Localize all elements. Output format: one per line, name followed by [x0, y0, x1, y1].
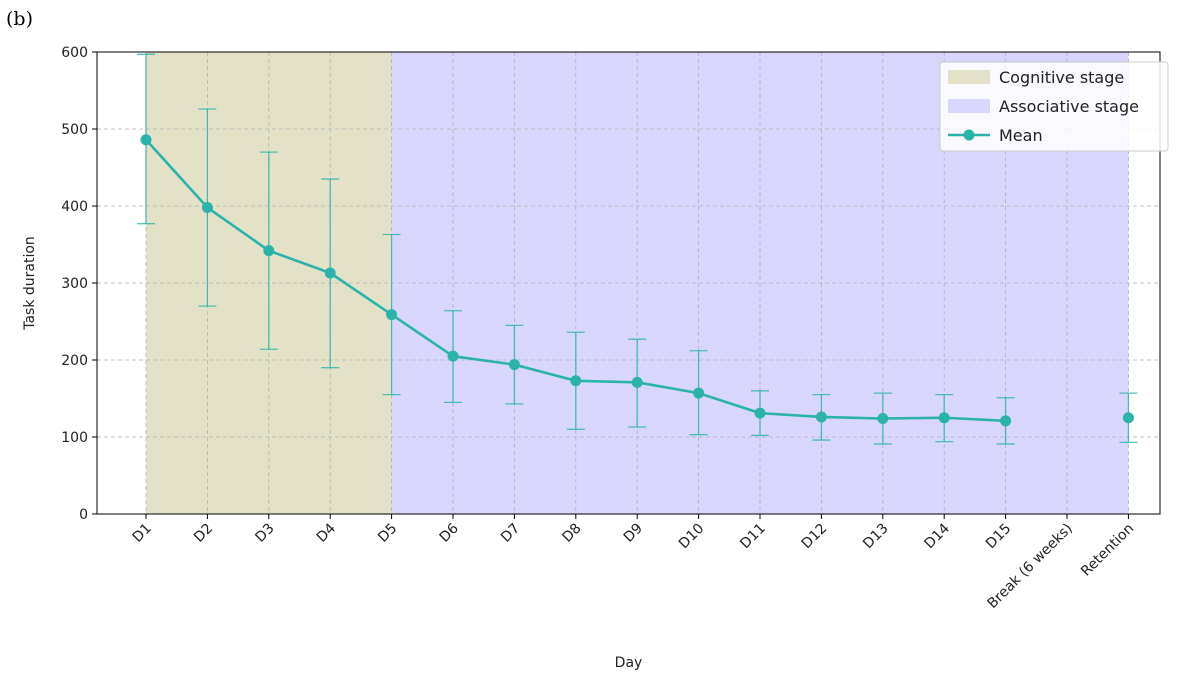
x-tick-label: D8: [559, 521, 584, 546]
x-tick-label: D13: [860, 521, 892, 553]
mean-point: [754, 407, 766, 419]
mean-point: [877, 413, 889, 425]
mean-point: [693, 387, 705, 399]
x-tick-label: D15: [983, 521, 1015, 553]
legend-box: [939, 61, 1169, 152]
y-tick-label: 300: [61, 276, 88, 292]
mean-point: [386, 309, 398, 321]
y-tick-label: 200: [61, 353, 88, 369]
x-tick-label: D10: [676, 521, 708, 553]
x-tick-label: Retention: [1078, 521, 1137, 580]
mean-point: [140, 134, 152, 146]
legend-item-cognitive-stage-label: Cognitive stage: [999, 68, 1124, 87]
x-tick-label: D12: [799, 521, 831, 553]
x-tick-label: D1: [130, 521, 155, 546]
mean-point: [570, 375, 582, 387]
x-tick-label: D7: [498, 521, 523, 546]
x-tick-label: D5: [375, 521, 400, 546]
mean-point: [938, 412, 950, 424]
y-tick-label: 400: [61, 199, 88, 215]
x-tick-label: D2: [191, 521, 216, 546]
x-tick-label: D4: [314, 520, 339, 545]
legend-item-cognitive-stage-swatch: [948, 70, 990, 84]
y-axis-label: Task duration: [22, 236, 38, 331]
y-tick-label: 0: [79, 507, 88, 523]
x-tick-label: D9: [621, 521, 646, 546]
mean-point: [631, 376, 643, 388]
mean-point: [201, 202, 213, 214]
x-axis-label: Day: [615, 655, 643, 671]
mean-point: [815, 411, 827, 423]
mean-point: [263, 245, 275, 257]
mean-point: [1000, 415, 1012, 427]
y-tick-label: 600: [61, 45, 88, 61]
mean-point: [324, 267, 336, 279]
x-tick-label: D3: [252, 521, 277, 546]
x-tick-label: D6: [437, 520, 462, 545]
legend-item-associative-stage-label: Associative stage: [999, 97, 1139, 116]
y-tick-label: 500: [61, 122, 88, 138]
legend-item-mean-label: Mean: [999, 126, 1043, 145]
y-tick-label: 100: [61, 430, 88, 446]
legend-item-associative-stage-swatch: [948, 99, 990, 113]
x-tick-label: D11: [737, 521, 769, 553]
legend-item-mean-swatch-marker: [963, 129, 975, 141]
mean-point: [508, 359, 520, 371]
mean-point: [447, 350, 459, 362]
mean-point: [1122, 412, 1134, 424]
x-tick-label: D14: [921, 520, 953, 552]
panel-label: (b): [6, 8, 33, 30]
